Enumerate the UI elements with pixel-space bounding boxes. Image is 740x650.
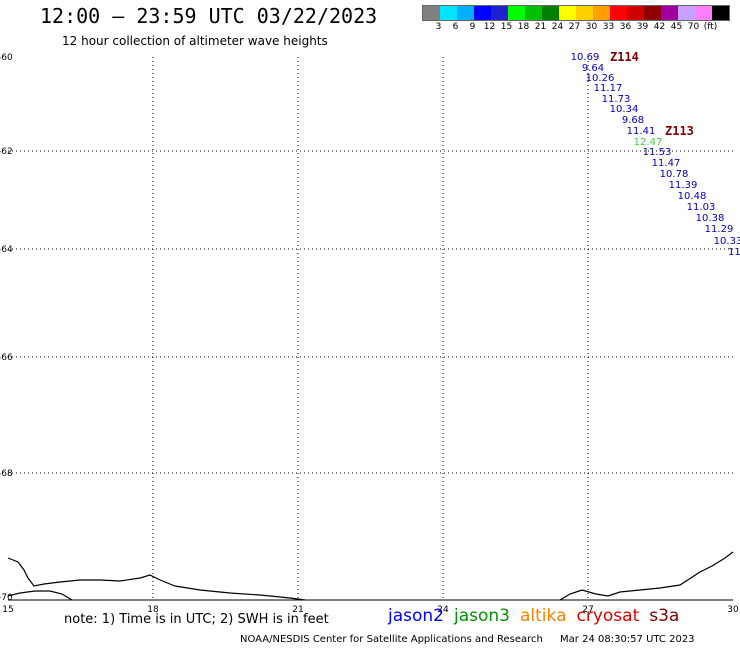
legend-label: 12	[483, 22, 496, 32]
legend-swatch	[712, 6, 729, 20]
legend-color-scale	[422, 5, 730, 21]
wave-height-value: 11.39	[669, 180, 698, 191]
legend-swatch	[542, 6, 559, 20]
legend-swatch	[525, 6, 542, 20]
wave-height-value: 10.69	[571, 52, 600, 63]
track-label: Z113	[665, 124, 694, 138]
latitude-label: -60	[0, 53, 13, 63]
wave-height-value: 10.48	[678, 191, 707, 202]
longitude-label: 30	[727, 605, 739, 615]
wave-height-value: 11.29	[705, 224, 734, 235]
credit-line: NOAA/NESDIS Center for Satellite Applica…	[240, 634, 695, 645]
legend-label: 3	[435, 22, 442, 32]
wave-height-value: 10.33	[714, 236, 740, 247]
legend-labels: 3 6 9 12 15 18 21 24 27 30 33 36 39 42 45 70 (ft)	[422, 21, 730, 33]
legend-swatch	[627, 6, 644, 20]
wave-height-value: 9.64	[582, 63, 604, 74]
wave-height-value: 10.38	[696, 213, 725, 224]
legend-swatch	[610, 6, 627, 20]
wave-height-value: 9.68	[622, 115, 644, 126]
legend-swatch	[474, 6, 491, 20]
wave-height-value: 11.47	[652, 158, 681, 169]
wave-height-value: 11.03	[687, 202, 716, 213]
legend-swatch	[576, 6, 593, 20]
latitude-label: -64	[0, 245, 13, 255]
legend-label: 9	[469, 22, 476, 32]
legend-label: 70	[687, 22, 700, 32]
legend-swatch	[423, 6, 440, 20]
latitude-label: -62	[0, 147, 13, 157]
wave-height-value: 11.17	[594, 83, 623, 94]
wave-height-value: 12.47	[634, 137, 663, 148]
latitude-label: -68	[0, 469, 13, 479]
satellite-jason2: jason2	[388, 606, 444, 626]
latitude-label: -66	[0, 353, 13, 363]
map-title: 12:00 – 23:59 UTC 03/22/2023	[40, 4, 378, 28]
wave-height-legend: 3 6 9 12 15 18 21 24 27 30 33 36 39 42 45 70 (ft)	[422, 5, 730, 33]
latitude-label: -70	[0, 593, 13, 603]
legend-label: 36	[619, 22, 632, 32]
longitude-label: 27	[582, 605, 593, 615]
legend-swatch	[559, 6, 576, 20]
wave-height-value: 10.78	[660, 169, 689, 180]
legend-label: 27	[568, 22, 581, 32]
legend-label: 18	[517, 22, 530, 32]
satellite-altika: altika	[520, 606, 567, 626]
coastline-inlet	[7, 590, 73, 601]
wave-height-value: 11.73	[602, 94, 631, 105]
legend-label: 6	[452, 22, 459, 32]
legend-swatch	[440, 6, 457, 20]
map-subtitle: 12 hour collection of altimeter wave hei…	[62, 34, 328, 48]
legend-swatch	[593, 6, 610, 20]
satellite-jason3: jason3	[454, 606, 510, 626]
legend-label: 45	[670, 22, 683, 32]
legend-swatch	[678, 6, 695, 20]
longitude-label: 24	[437, 605, 449, 615]
satellite-cryosat: cryosat	[576, 606, 640, 626]
legend-label: 33	[602, 22, 615, 32]
legend-label: 21	[534, 22, 547, 32]
coastline	[7, 557, 306, 601]
legend-label: 30	[585, 22, 598, 32]
generated-timestamp: Mar 24 08:30:57 UTC 2023	[560, 634, 695, 645]
legend-swatch	[491, 6, 508, 20]
wave-height-value: 11.	[728, 247, 740, 258]
longitude-label: 18	[147, 605, 159, 615]
legend-swatch	[695, 6, 712, 20]
wave-height-value: 10.34	[610, 104, 639, 115]
wave-height-value: 10.26	[586, 73, 615, 84]
legend-label: (ft)	[703, 22, 718, 32]
coastline-east	[559, 551, 734, 601]
longitude-label: 21	[292, 605, 303, 615]
satellite-key: jason2 jason3 altika cryosat s3a	[388, 606, 689, 626]
legend-label: 15	[500, 22, 513, 32]
legend-label: 24	[551, 22, 564, 32]
units-note: note: 1) Time is in UTC; 2) SWH is in fe…	[64, 612, 329, 627]
legend-swatch	[457, 6, 474, 20]
credit-text: NOAA/NESDIS Center for Satellite Applica…	[240, 634, 543, 645]
track-label: Z114	[610, 50, 639, 64]
legend-swatch	[508, 6, 525, 20]
legend-swatch	[661, 6, 678, 20]
longitude-label: 15	[2, 605, 13, 615]
wave-height-value: 11.53	[643, 147, 672, 158]
legend-label: 39	[636, 22, 649, 32]
legend-swatch	[644, 6, 661, 20]
legend-label: 42	[653, 22, 666, 32]
satellite-s3a: s3a	[649, 606, 680, 626]
wave-height-value: 11.41	[627, 126, 656, 137]
